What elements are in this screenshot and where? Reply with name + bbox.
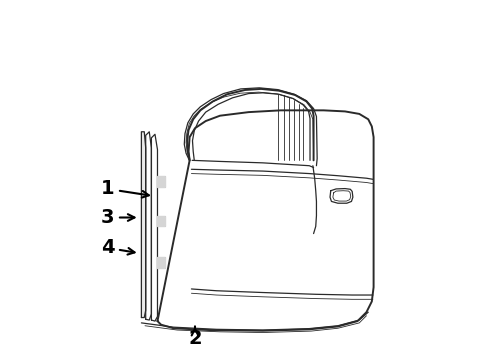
Polygon shape — [157, 257, 165, 267]
Text: 3: 3 — [101, 208, 135, 227]
Text: 2: 2 — [188, 327, 202, 348]
Text: 1: 1 — [100, 179, 149, 198]
Polygon shape — [157, 176, 165, 187]
Polygon shape — [142, 132, 146, 318]
Polygon shape — [157, 216, 165, 226]
Text: 4: 4 — [100, 238, 135, 257]
